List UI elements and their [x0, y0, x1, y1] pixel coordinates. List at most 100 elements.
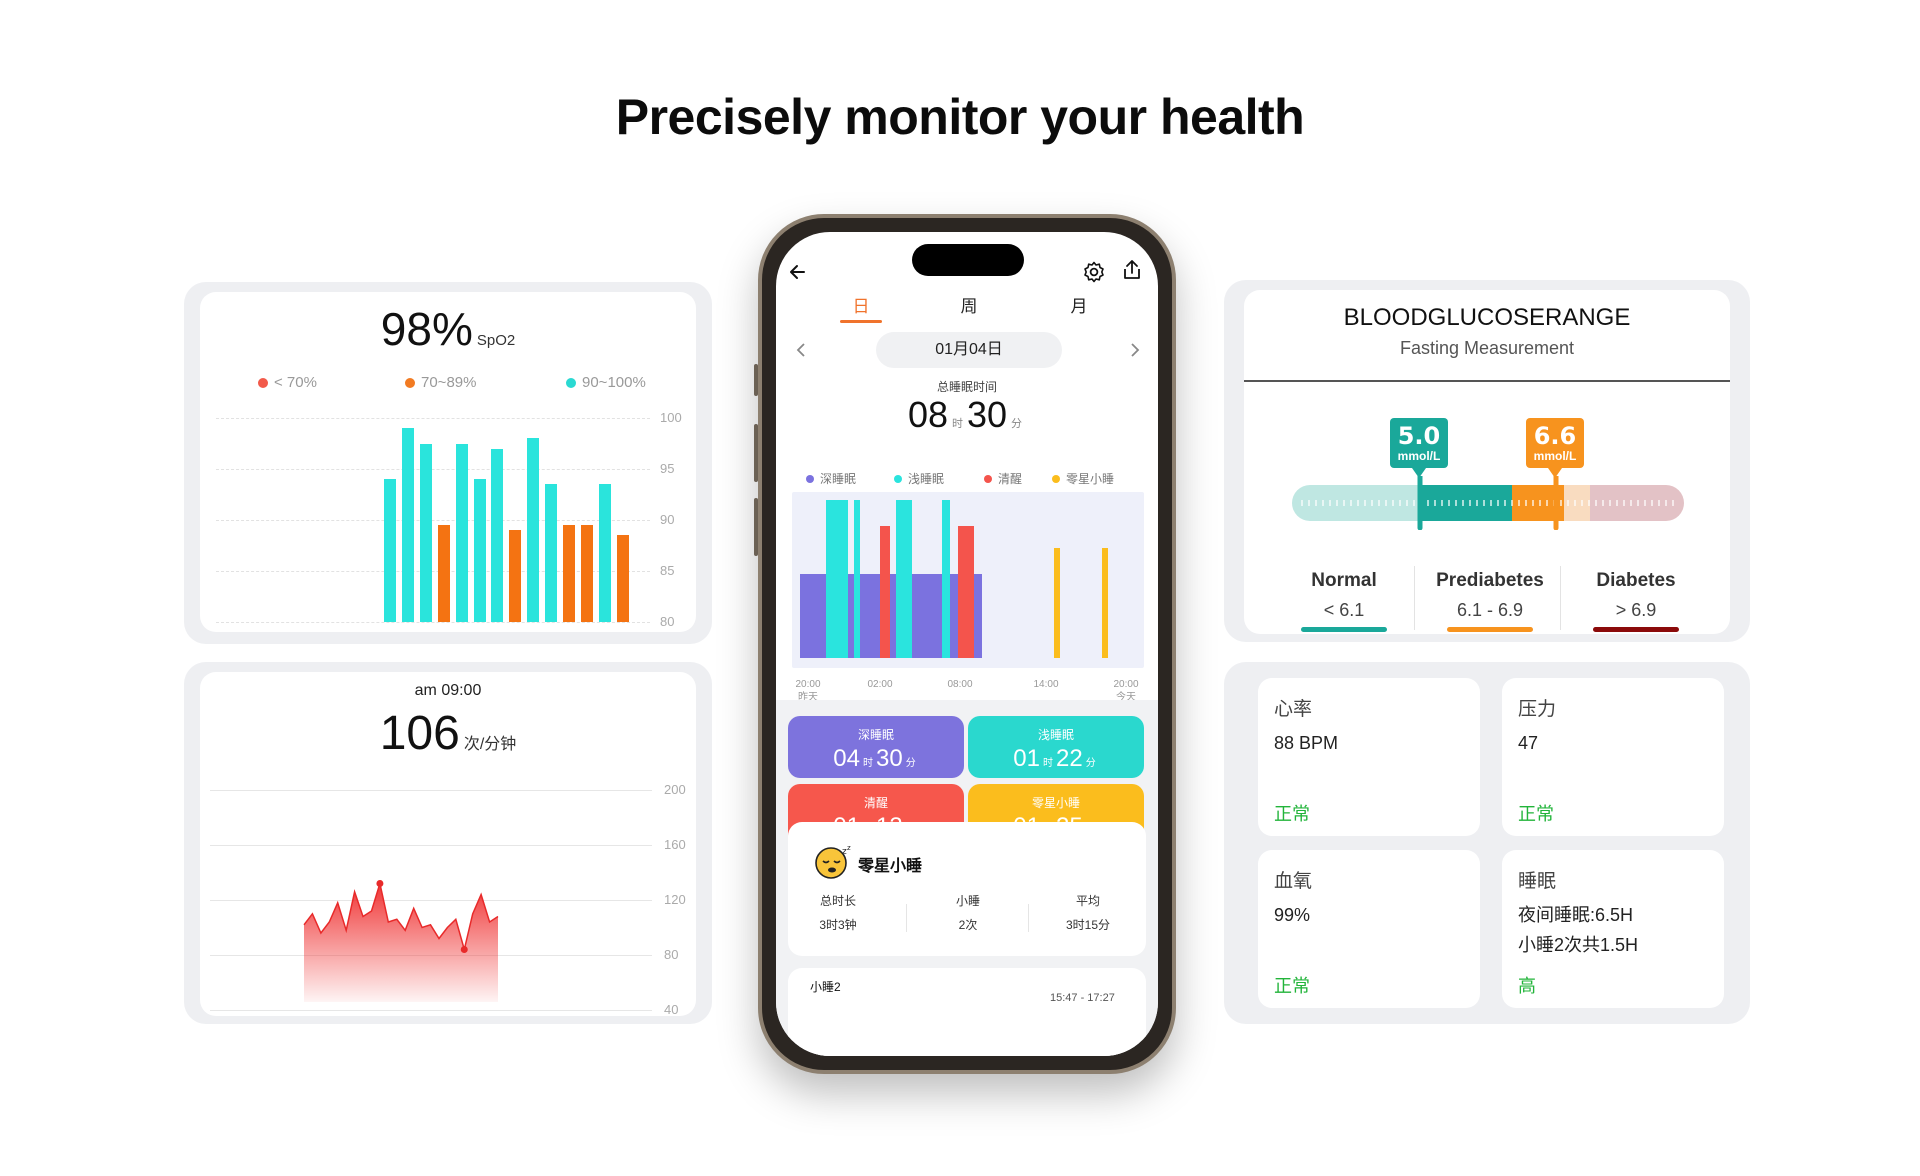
sleep-light-bar: [826, 500, 848, 658]
spo2-gridline: [216, 469, 650, 470]
phone-side-button-1: [754, 364, 758, 396]
sleep-axis-label: 14:00: [1033, 679, 1059, 690]
legend-high-dot: [566, 377, 576, 388]
range-diabetes: Diabetes > 6.9: [1566, 570, 1706, 632]
spo2-bar: [401, 428, 414, 622]
glucose-card: BLOODGLUCOSERANGE Fasting Measurement 5.…: [1244, 290, 1730, 634]
nap-count-value: 2次: [958, 918, 978, 932]
legend-high: 90~100%: [566, 374, 646, 391]
svg-text:z: z: [842, 847, 847, 857]
metrics-frame: 心率 88 BPM 正常 压力 47 正常 血氧 99% 正常 睡眠 夜间睡眠:…: [1224, 662, 1750, 1024]
heart-ytick: 40: [664, 1002, 679, 1016]
heart-extreme-point: [460, 946, 468, 953]
total-sleep-label: 总睡眠时间: [936, 380, 997, 394]
spo2-bar: [509, 530, 522, 622]
heart-ytick: 160: [664, 837, 686, 852]
nap-count-label: 小睡: [955, 894, 980, 908]
nap2-card: 小睡2 15:47 - 17:27: [788, 968, 1146, 1056]
phone: 日 周 月 01月04日 总睡眠时间 08 时 30 分 深睡眠 浅睡眠 清醒 零星小…: [758, 214, 1176, 1074]
sleep-stage-tile-label: 零星小睡: [1031, 796, 1080, 810]
spo2-frame: 98% SpO2 < 70% 70~89% 90~100% 100 95 90 85 80: [184, 282, 712, 644]
glucose-range-bar: [1292, 476, 1684, 530]
spo2-ytick: 80: [660, 614, 675, 629]
sleep-stage-tile[interactable]: 浅睡眠 01 时 22 分: [968, 716, 1144, 778]
nap-card: z z 零星小睡 总时长 3时3钟 小睡 2次 平均 3时15分: [788, 822, 1146, 956]
spo2-bar: [473, 479, 486, 622]
gear-icon[interactable]: [1082, 260, 1106, 284]
metric-stress[interactable]: 压力 47 正常: [1502, 678, 1724, 836]
tab-week[interactable]: 周: [960, 297, 978, 316]
range-normal: Normal < 6.1: [1274, 570, 1414, 632]
sleep-awake-bar: [958, 526, 974, 658]
nap2-title: 小睡2: [810, 980, 841, 994]
heart-extreme-point: [376, 880, 384, 887]
marker-current: 5.0 mmol/L: [1390, 418, 1448, 478]
next-date-chevron-icon[interactable]: [1128, 342, 1142, 358]
legend-mid-dot: [405, 377, 415, 388]
sleep-stage-tile-label: 浅睡眠: [1037, 728, 1074, 742]
spo2-ytick: 90: [660, 512, 675, 527]
legend-awake: 清醒: [984, 470, 1022, 487]
sleep-light-bar: [942, 500, 950, 658]
share-icon[interactable]: [1120, 258, 1144, 282]
heart-ytick: 200: [664, 782, 686, 797]
sleepy-face-icon: z z: [815, 844, 851, 879]
sleep-stage-tile[interactable]: 深睡眠 04 时 30 分: [788, 716, 964, 778]
heart-chart: [303, 880, 499, 1002]
prev-date-chevron-icon[interactable]: [794, 342, 808, 358]
sleep-axis-label: 08:00: [947, 679, 973, 690]
spo2-gridline: [216, 571, 650, 572]
glucose-subtitle: Fasting Measurement: [1399, 338, 1575, 358]
heart-line: [303, 880, 499, 953]
heart-gridline: [210, 845, 652, 846]
tab-day[interactable]: 日: [852, 297, 870, 316]
back-arrow-icon[interactable]: [788, 262, 808, 282]
tab-month[interactable]: 月: [1070, 297, 1088, 316]
spo2-header: 98% SpO2: [200, 302, 696, 356]
glucose-divider: [1244, 380, 1730, 382]
sleep-stage-tile-label: 深睡眠: [857, 728, 894, 742]
nap-avg-label: 平均: [1075, 894, 1100, 908]
sleep-axis-label: 20:00 昨天: [795, 679, 821, 703]
nap-divider: [1028, 904, 1029, 932]
spo2-bar: [616, 535, 629, 622]
spo2-bar: [384, 479, 396, 622]
spo2-gridline: [216, 418, 650, 419]
sleep-nap-bar: [1102, 548, 1108, 658]
dynamic-island: [912, 244, 1024, 276]
metric-sleep[interactable]: 睡眠 夜间睡眠:6.5H 小睡2次共1.5H 高: [1502, 850, 1724, 1008]
spo2-ytick: 95: [660, 461, 675, 476]
phone-screen: 日 周 月 01月04日 总睡眠时间 08 时 30 分 深睡眠 浅睡眠 清醒 零星小…: [776, 232, 1158, 1056]
nap-total-label: 总时长: [819, 894, 856, 908]
heart-value: 106: [379, 707, 460, 760]
heart-unit: 次/分钟: [463, 736, 517, 753]
sleep-awake-bar: [880, 526, 890, 658]
sleep-stage-tile-value: 04 时 30 分: [833, 745, 916, 772]
spo2-card: 98% SpO2 < 70% 70~89% 90~100% 100 95 90 85 80: [200, 292, 696, 632]
sleep-axis-label: 02:00: [867, 679, 893, 690]
sleep-stage-tile-label: 清醒: [863, 796, 888, 810]
range-separator: [1560, 566, 1561, 630]
nap-total-value: 3时3钟: [819, 918, 857, 932]
metric-heart-rate[interactable]: 心率 88 BPM 正常: [1258, 678, 1480, 836]
heart-frame: am 09:00 106 次/分钟 200 160 120 80 40: [184, 662, 712, 1024]
metric-blood-oxygen[interactable]: 血氧 99% 正常: [1258, 850, 1480, 1008]
spo2-bar: [419, 443, 432, 622]
heart-gridline: [210, 1010, 652, 1011]
phone-side-button-3: [754, 498, 758, 556]
spo2-bar: [455, 443, 468, 622]
total-sleep-value: 08 时 30 分: [907, 394, 1023, 435]
sleep-chart: [792, 492, 1144, 668]
date-selector[interactable]: 01月04日: [876, 332, 1062, 368]
sleep-light-bar: [854, 500, 860, 658]
range-prediabetes: Prediabetes 6.1 - 6.9: [1420, 570, 1560, 632]
phone-side-button-2: [754, 424, 758, 482]
heart-card: am 09:00 106 次/分钟 200 160 120 80 40: [200, 672, 696, 1016]
headline: Precisely monitor your health: [615, 89, 1305, 145]
heart-area: [304, 883, 498, 1002]
nap-avg-value: 3时15分: [1065, 918, 1111, 932]
nap2-time: 15:47 - 17:27: [1050, 992, 1115, 1004]
spo2-bar: [437, 525, 450, 622]
glucose-title: BLOODGLUCOSERANGE: [1343, 304, 1631, 331]
nap-title: 零星小睡: [858, 858, 923, 875]
